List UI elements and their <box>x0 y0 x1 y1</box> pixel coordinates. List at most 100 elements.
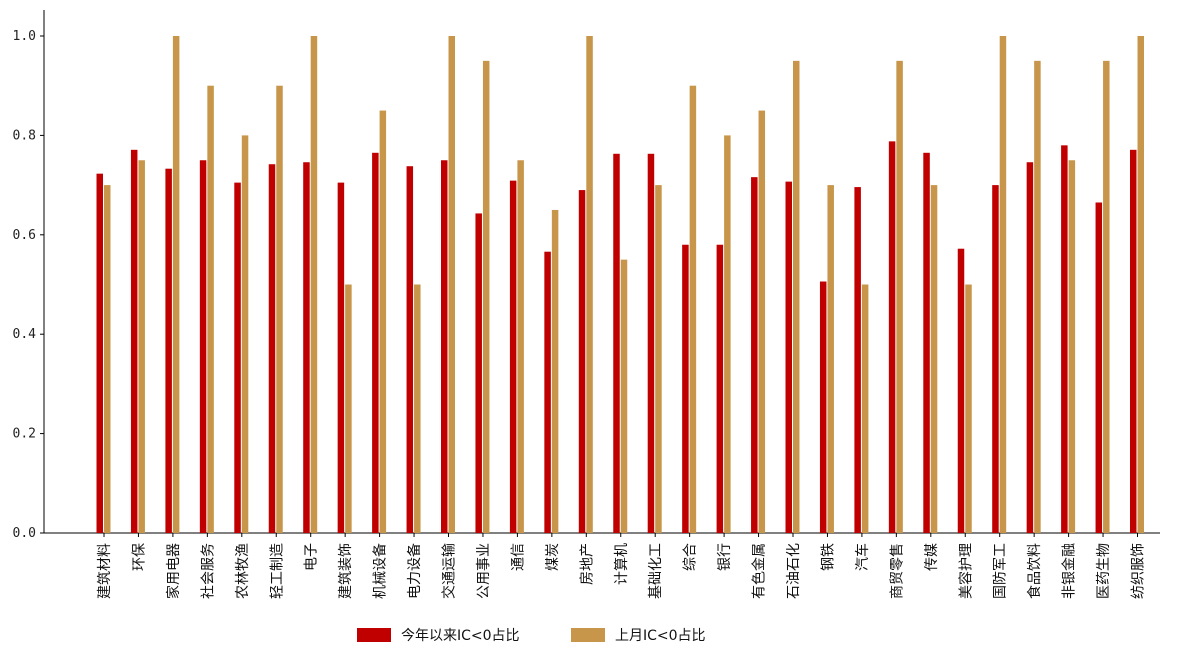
bar-lastmonth-ic-neg <box>689 85 697 533</box>
bar-ytd-ic-neg <box>234 182 241 534</box>
legend-swatch <box>357 628 391 642</box>
category-label: 电子 <box>304 543 320 571</box>
y-tick-label: 0.6 <box>13 228 36 243</box>
category-label: 公用事业 <box>476 543 492 599</box>
bar-lastmonth-ic-neg <box>965 284 972 533</box>
bar-lastmonth-ic-neg <box>724 135 731 533</box>
category-label: 商贸零售 <box>889 543 905 599</box>
bar-ytd-ic-neg <box>544 251 551 533</box>
category-label: 机械设备 <box>372 543 389 599</box>
legend: 今年以来IC<0占比 上月IC<0占比 <box>357 628 706 644</box>
axes: 0.0 0.2 0.4 0.6 0.8 1.0 <box>13 10 1160 541</box>
bar-ytd-ic-neg <box>199 160 207 533</box>
bar-lastmonth-ic-neg <box>758 110 766 534</box>
category-label: 纺织服饰 <box>1131 543 1147 599</box>
bars <box>96 36 1144 534</box>
legend-label: 上月IC<0占比 <box>615 628 706 644</box>
bar-ytd-ic-neg <box>923 152 930 534</box>
bar-lastmonth-ic-neg <box>896 60 903 533</box>
bar-ytd-ic-neg <box>682 244 689 534</box>
category-label: 非银金融 <box>1062 543 1078 599</box>
bar-ytd-ic-neg <box>647 153 655 533</box>
bar-lastmonth-ic-neg <box>172 36 180 533</box>
y-tick-label: 1.0 <box>13 29 36 44</box>
bar-ytd-ic-neg <box>578 190 586 533</box>
category-label: 传媒 <box>924 543 940 571</box>
bar-ytd-ic-neg <box>1061 145 1068 533</box>
bar-lastmonth-ic-neg <box>448 36 455 533</box>
category-label: 煤炭 <box>545 543 561 571</box>
bar-lastmonth-ic-neg <box>207 85 214 533</box>
bar-lastmonth-ic-neg <box>999 36 1007 533</box>
category-label: 汽车 <box>854 543 871 571</box>
bar-ytd-ic-neg <box>509 180 517 533</box>
category-label: 石油石化 <box>786 543 802 599</box>
bar-lastmonth-ic-neg <box>620 259 628 533</box>
category-label: 美容护理 <box>957 543 974 599</box>
bar-ytd-ic-neg <box>716 244 724 534</box>
category-label: 房地产 <box>579 543 595 585</box>
bar-lastmonth-ic-neg <box>861 284 869 533</box>
y-tick-label: 0.4 <box>13 327 37 342</box>
y-tick-label: 0.8 <box>13 128 36 143</box>
bar-lastmonth-ic-neg <box>241 135 249 533</box>
bar-lastmonth-ic-neg <box>276 85 283 533</box>
bar-ytd-ic-neg <box>96 173 103 533</box>
bar-ytd-ic-neg <box>165 168 172 533</box>
bar-ytd-ic-neg <box>372 152 379 534</box>
category-label: 计算机 <box>614 543 630 585</box>
bar-lastmonth-ic-neg <box>930 185 938 533</box>
category-labels: 建筑材料 环保 家用电器 社会服务 农林牧渔 轻工制造 电子 建筑装饰 机械设备 电力设备 交通运输… <box>97 543 1147 599</box>
bar-ytd-ic-neg <box>613 153 620 533</box>
bar-lastmonth-ic-neg <box>1137 36 1144 533</box>
bar-lastmonth-ic-neg <box>793 60 800 533</box>
category-label: 基础化工 <box>647 543 664 599</box>
bar-lastmonth-ic-neg <box>345 284 352 533</box>
bar-ytd-ic-neg <box>785 181 792 533</box>
bar-ytd-ic-neg <box>406 166 414 534</box>
category-label: 综合 <box>683 543 699 571</box>
bar-ytd-ic-neg <box>130 149 138 534</box>
bar-lastmonth-ic-neg <box>517 160 524 533</box>
bar-lastmonth-ic-neg <box>827 185 834 533</box>
bar-lastmonth-ic-neg <box>310 36 318 533</box>
bar-ytd-ic-neg <box>854 187 861 533</box>
bar-ytd-ic-neg <box>441 160 448 533</box>
bar-ytd-ic-neg <box>337 182 345 534</box>
bar-ytd-ic-neg <box>751 177 758 533</box>
bar-lastmonth-ic-neg <box>586 36 593 533</box>
category-label: 家用电器 <box>165 543 182 599</box>
category-label: 食品饮料 <box>1026 543 1043 599</box>
bar-lastmonth-ic-neg <box>1034 60 1041 533</box>
category-label: 农林牧渔 <box>235 543 251 599</box>
bar-ytd-ic-neg <box>888 141 896 533</box>
category-label: 环保 <box>131 543 147 571</box>
bar-lastmonth-ic-neg <box>1068 160 1076 533</box>
bar-lastmonth-ic-neg <box>1103 60 1110 533</box>
bar-ytd-ic-neg <box>1130 149 1137 534</box>
legend-item-ytd: 今年以来IC<0占比 <box>357 628 520 644</box>
bar-ytd-ic-neg <box>1095 202 1103 533</box>
bar-ytd-ic-neg <box>303 162 310 533</box>
category-label: 银行 <box>717 543 733 571</box>
bar-lastmonth-ic-neg <box>482 60 490 533</box>
bar-lastmonth-ic-neg <box>414 284 421 533</box>
bar-ytd-ic-neg <box>268 164 276 533</box>
category-label: 电力设备 <box>406 543 423 599</box>
category-label: 建筑材料 <box>97 543 113 599</box>
category-label: 交通运输 <box>441 543 458 599</box>
y-tick-label: 0.0 <box>13 526 36 541</box>
category-label: 国防军工 <box>993 543 1009 599</box>
bar-ytd-ic-neg <box>957 248 965 533</box>
bar-lastmonth-ic-neg <box>104 185 111 533</box>
bar-lastmonth-ic-neg <box>655 185 662 533</box>
legend-label: 今年以来IC<0占比 <box>401 628 520 644</box>
category-label: 通信 <box>510 543 526 571</box>
bar-ytd-ic-neg <box>1026 162 1034 533</box>
bar-lastmonth-ic-neg <box>551 209 559 533</box>
category-label: 建筑装饰 <box>338 543 354 599</box>
bar-lastmonth-ic-neg <box>379 110 387 534</box>
bar-ytd-ic-neg <box>819 281 827 533</box>
